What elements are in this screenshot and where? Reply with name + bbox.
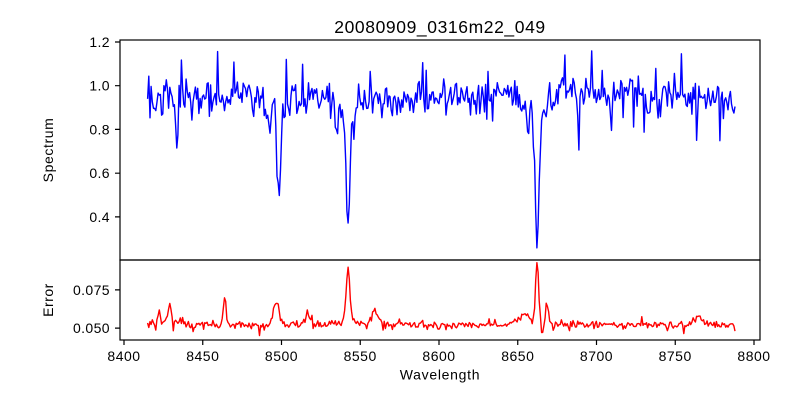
svg-text:Error: Error <box>40 283 56 317</box>
svg-text:8700: 8700 <box>580 348 613 364</box>
svg-text:8650: 8650 <box>501 348 534 364</box>
svg-text:8600: 8600 <box>422 348 455 364</box>
svg-text:8550: 8550 <box>344 348 377 364</box>
svg-text:8800: 8800 <box>737 348 770 364</box>
svg-text:8450: 8450 <box>186 348 219 364</box>
svg-text:0.6: 0.6 <box>89 165 110 181</box>
svg-text:1.2: 1.2 <box>89 34 110 50</box>
svg-text:0.8: 0.8 <box>89 121 110 137</box>
svg-text:0.050: 0.050 <box>73 320 110 336</box>
svg-text:Spectrum: Spectrum <box>40 118 56 183</box>
svg-text:8750: 8750 <box>659 348 692 364</box>
svg-text:8500: 8500 <box>265 348 298 364</box>
svg-text:Wavelength: Wavelength <box>400 367 480 383</box>
svg-text:1.0: 1.0 <box>89 78 110 94</box>
svg-text:8400: 8400 <box>107 348 140 364</box>
svg-text:20080909_0316m22_049: 20080909_0316m22_049 <box>334 17 546 38</box>
svg-text:0.075: 0.075 <box>73 282 110 298</box>
svg-text:0.4: 0.4 <box>89 209 110 225</box>
